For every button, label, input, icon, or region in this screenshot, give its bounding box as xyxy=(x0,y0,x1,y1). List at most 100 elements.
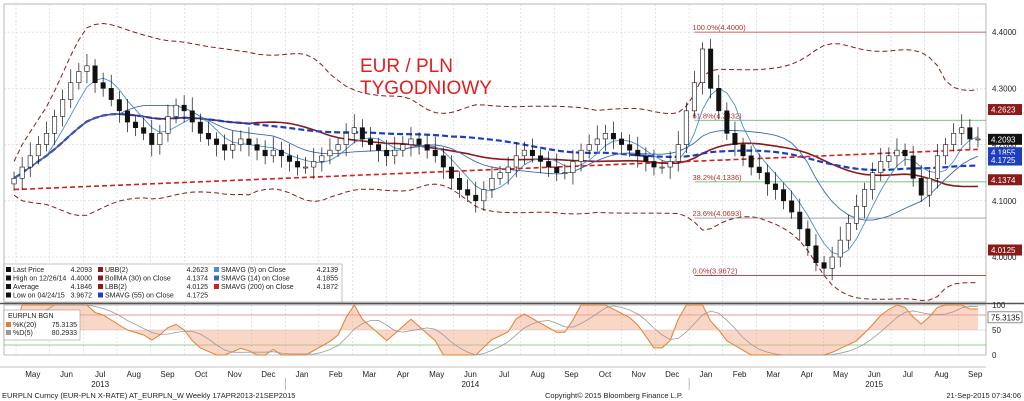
candle-body xyxy=(19,166,25,179)
candle-body xyxy=(837,239,843,258)
y-tick-label: 4.2000 xyxy=(992,141,1017,150)
candle-body xyxy=(376,144,382,151)
stochastic-d-line xyxy=(13,304,978,356)
fibonacci-label: 38.2%(4.1336) xyxy=(692,173,742,182)
candle-body xyxy=(975,138,981,141)
candle-body xyxy=(35,144,41,157)
legend-value: 4.1872 xyxy=(317,284,339,291)
candle-body xyxy=(11,178,17,185)
candle-body xyxy=(205,133,211,140)
month-label: Sep xyxy=(968,370,983,379)
legend-swatch xyxy=(6,292,11,298)
candle-body xyxy=(157,133,163,145)
candle-body xyxy=(643,155,649,162)
price-tag-label: 4.2623 xyxy=(991,106,1016,115)
candle-body xyxy=(845,222,851,241)
legend-value: 4.2623 xyxy=(187,267,209,274)
candle-body xyxy=(667,161,673,168)
candle-body xyxy=(910,155,916,179)
legend-swatch xyxy=(6,330,11,335)
legend-value: 4.0125 xyxy=(187,284,209,291)
candle-body xyxy=(246,138,252,145)
candle-body xyxy=(335,144,341,151)
month-label: Nov xyxy=(632,370,646,379)
fibonacci-label: 100.0%(4.4000) xyxy=(692,23,746,32)
candle-body xyxy=(92,65,98,84)
candle-body xyxy=(489,178,495,190)
stochastic-area xyxy=(14,305,978,355)
candle-body xyxy=(173,104,179,117)
month-label: Jun xyxy=(868,370,881,379)
candle-body xyxy=(197,121,203,134)
month-label: Jun xyxy=(464,370,477,379)
candle-body xyxy=(870,172,876,190)
fibonacci-label: 61.8%(4.2432) xyxy=(692,111,742,120)
candle-body xyxy=(238,138,244,145)
legend-swatch xyxy=(214,275,219,281)
candle-body xyxy=(610,133,616,140)
candle-body xyxy=(43,133,49,145)
price-tag xyxy=(988,133,1022,145)
sma-200-line xyxy=(14,148,978,191)
legend-label: BollMA (30) on Close xyxy=(105,276,171,283)
candle-body xyxy=(772,183,778,190)
legend-value: 75.3135 xyxy=(52,322,77,329)
month-label: May xyxy=(833,370,848,379)
candles xyxy=(11,38,981,281)
legend-value: 4.1846 xyxy=(71,284,93,291)
main-panel xyxy=(3,3,987,303)
year-label: 2014 xyxy=(461,380,479,389)
candle-body xyxy=(424,144,430,151)
month-label: Feb xyxy=(733,370,747,379)
candle-body xyxy=(108,88,114,100)
candle-body xyxy=(497,172,503,179)
candle-body xyxy=(222,144,228,151)
candle-body xyxy=(60,99,66,117)
footer-left: EURPLN Curncy (EUR-PLN X-RATE) AT_EURPLN… xyxy=(2,391,295,400)
candle-body xyxy=(716,88,722,112)
candle-body xyxy=(821,262,827,269)
candle-body xyxy=(432,149,438,157)
oscillator-legend: EURPLN BGN %K(20) 75.3135 %D(5) 80.2933 xyxy=(3,309,81,341)
candle-body xyxy=(448,166,454,179)
candle-body xyxy=(675,144,681,162)
candle-body xyxy=(781,189,787,202)
legend-value: 4.1855 xyxy=(317,276,339,283)
candle-body xyxy=(627,144,633,151)
candle-body xyxy=(521,149,527,157)
legend-label: Last Price xyxy=(13,267,44,274)
candle-body xyxy=(934,155,940,179)
legend-swatch xyxy=(98,292,103,298)
candle-body xyxy=(214,138,220,145)
month-label: Jul xyxy=(95,370,105,379)
candle-body xyxy=(295,161,301,168)
month-label: May xyxy=(25,370,40,379)
fibonacci-label: 23.6%(4.0693) xyxy=(692,209,742,218)
candle-body xyxy=(886,155,892,162)
month-label: Feb xyxy=(329,370,343,379)
y-tick-label: 4.1000 xyxy=(992,197,1017,206)
oscillator-tag-label: 75.3135 xyxy=(991,313,1020,322)
legend-swatch xyxy=(214,284,219,289)
month-label: Aug xyxy=(127,370,141,379)
oscillator-tick-label: 0 xyxy=(992,351,997,360)
sma-55-line xyxy=(13,112,978,180)
candle-body xyxy=(951,133,957,145)
legend-label: SMAVG (5) on Close xyxy=(221,267,286,274)
candle-body xyxy=(440,155,446,168)
legend-label: Average xyxy=(13,284,39,291)
chart-title-line1: EUR / PLN xyxy=(360,56,453,77)
candle-body xyxy=(68,82,74,100)
candle-body xyxy=(367,138,373,145)
candle-body xyxy=(586,144,592,151)
month-label: Sep xyxy=(160,370,175,379)
candle-body xyxy=(878,161,884,173)
legend: Last Price 4.2093 High on 12/26/14 4.4000 Av… xyxy=(3,263,343,303)
month-label: Oct xyxy=(195,370,208,379)
legend-label: UBB(2) xyxy=(105,267,128,274)
candle-body xyxy=(76,71,82,84)
oscillator-grid xyxy=(0,302,1024,356)
x-axis: May Jun Jul Aug Sep Oct Nov Dec Jan Feb Mar Apr May J… xyxy=(0,366,986,390)
month-label: Jan xyxy=(296,370,309,379)
year-label: 2015 xyxy=(865,380,883,389)
